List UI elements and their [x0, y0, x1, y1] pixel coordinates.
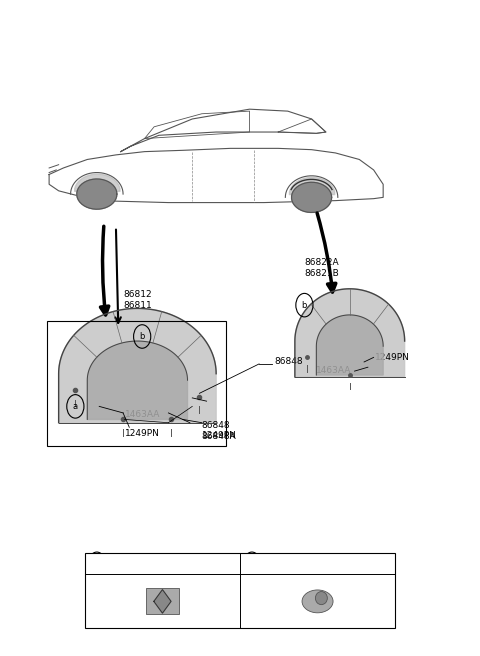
Polygon shape	[295, 289, 405, 377]
Text: b: b	[302, 300, 307, 310]
Polygon shape	[49, 148, 383, 203]
Text: 86812
86811: 86812 86811	[123, 289, 152, 310]
Bar	[85, 554, 395, 628]
Text: 84145A: 84145A	[266, 559, 304, 569]
Text: b: b	[249, 560, 254, 568]
Ellipse shape	[315, 592, 327, 605]
Text: 86848
86848A: 86848 86848A	[202, 420, 237, 441]
Polygon shape	[87, 341, 188, 419]
Text: 1249PN: 1249PN	[374, 353, 409, 362]
Text: 1463AA: 1463AA	[124, 410, 160, 419]
Text: 1463AA: 1463AA	[316, 366, 352, 375]
Text: 1249PN: 1249PN	[202, 430, 237, 440]
Text: 86822A
86821B: 86822A 86821B	[304, 258, 339, 278]
Text: a: a	[94, 560, 99, 568]
Bar	[47, 321, 226, 445]
Text: 86848: 86848	[275, 358, 303, 367]
Text: 82442: 82442	[111, 559, 142, 569]
Polygon shape	[59, 308, 216, 422]
Text: a: a	[73, 402, 78, 411]
Bar	[146, 588, 179, 615]
Ellipse shape	[302, 590, 333, 613]
Polygon shape	[154, 590, 171, 613]
Polygon shape	[292, 182, 332, 213]
Polygon shape	[120, 109, 326, 152]
Text: 1249PN: 1249PN	[124, 429, 159, 438]
Text: b: b	[140, 332, 145, 341]
Polygon shape	[77, 179, 117, 209]
Polygon shape	[316, 315, 383, 375]
